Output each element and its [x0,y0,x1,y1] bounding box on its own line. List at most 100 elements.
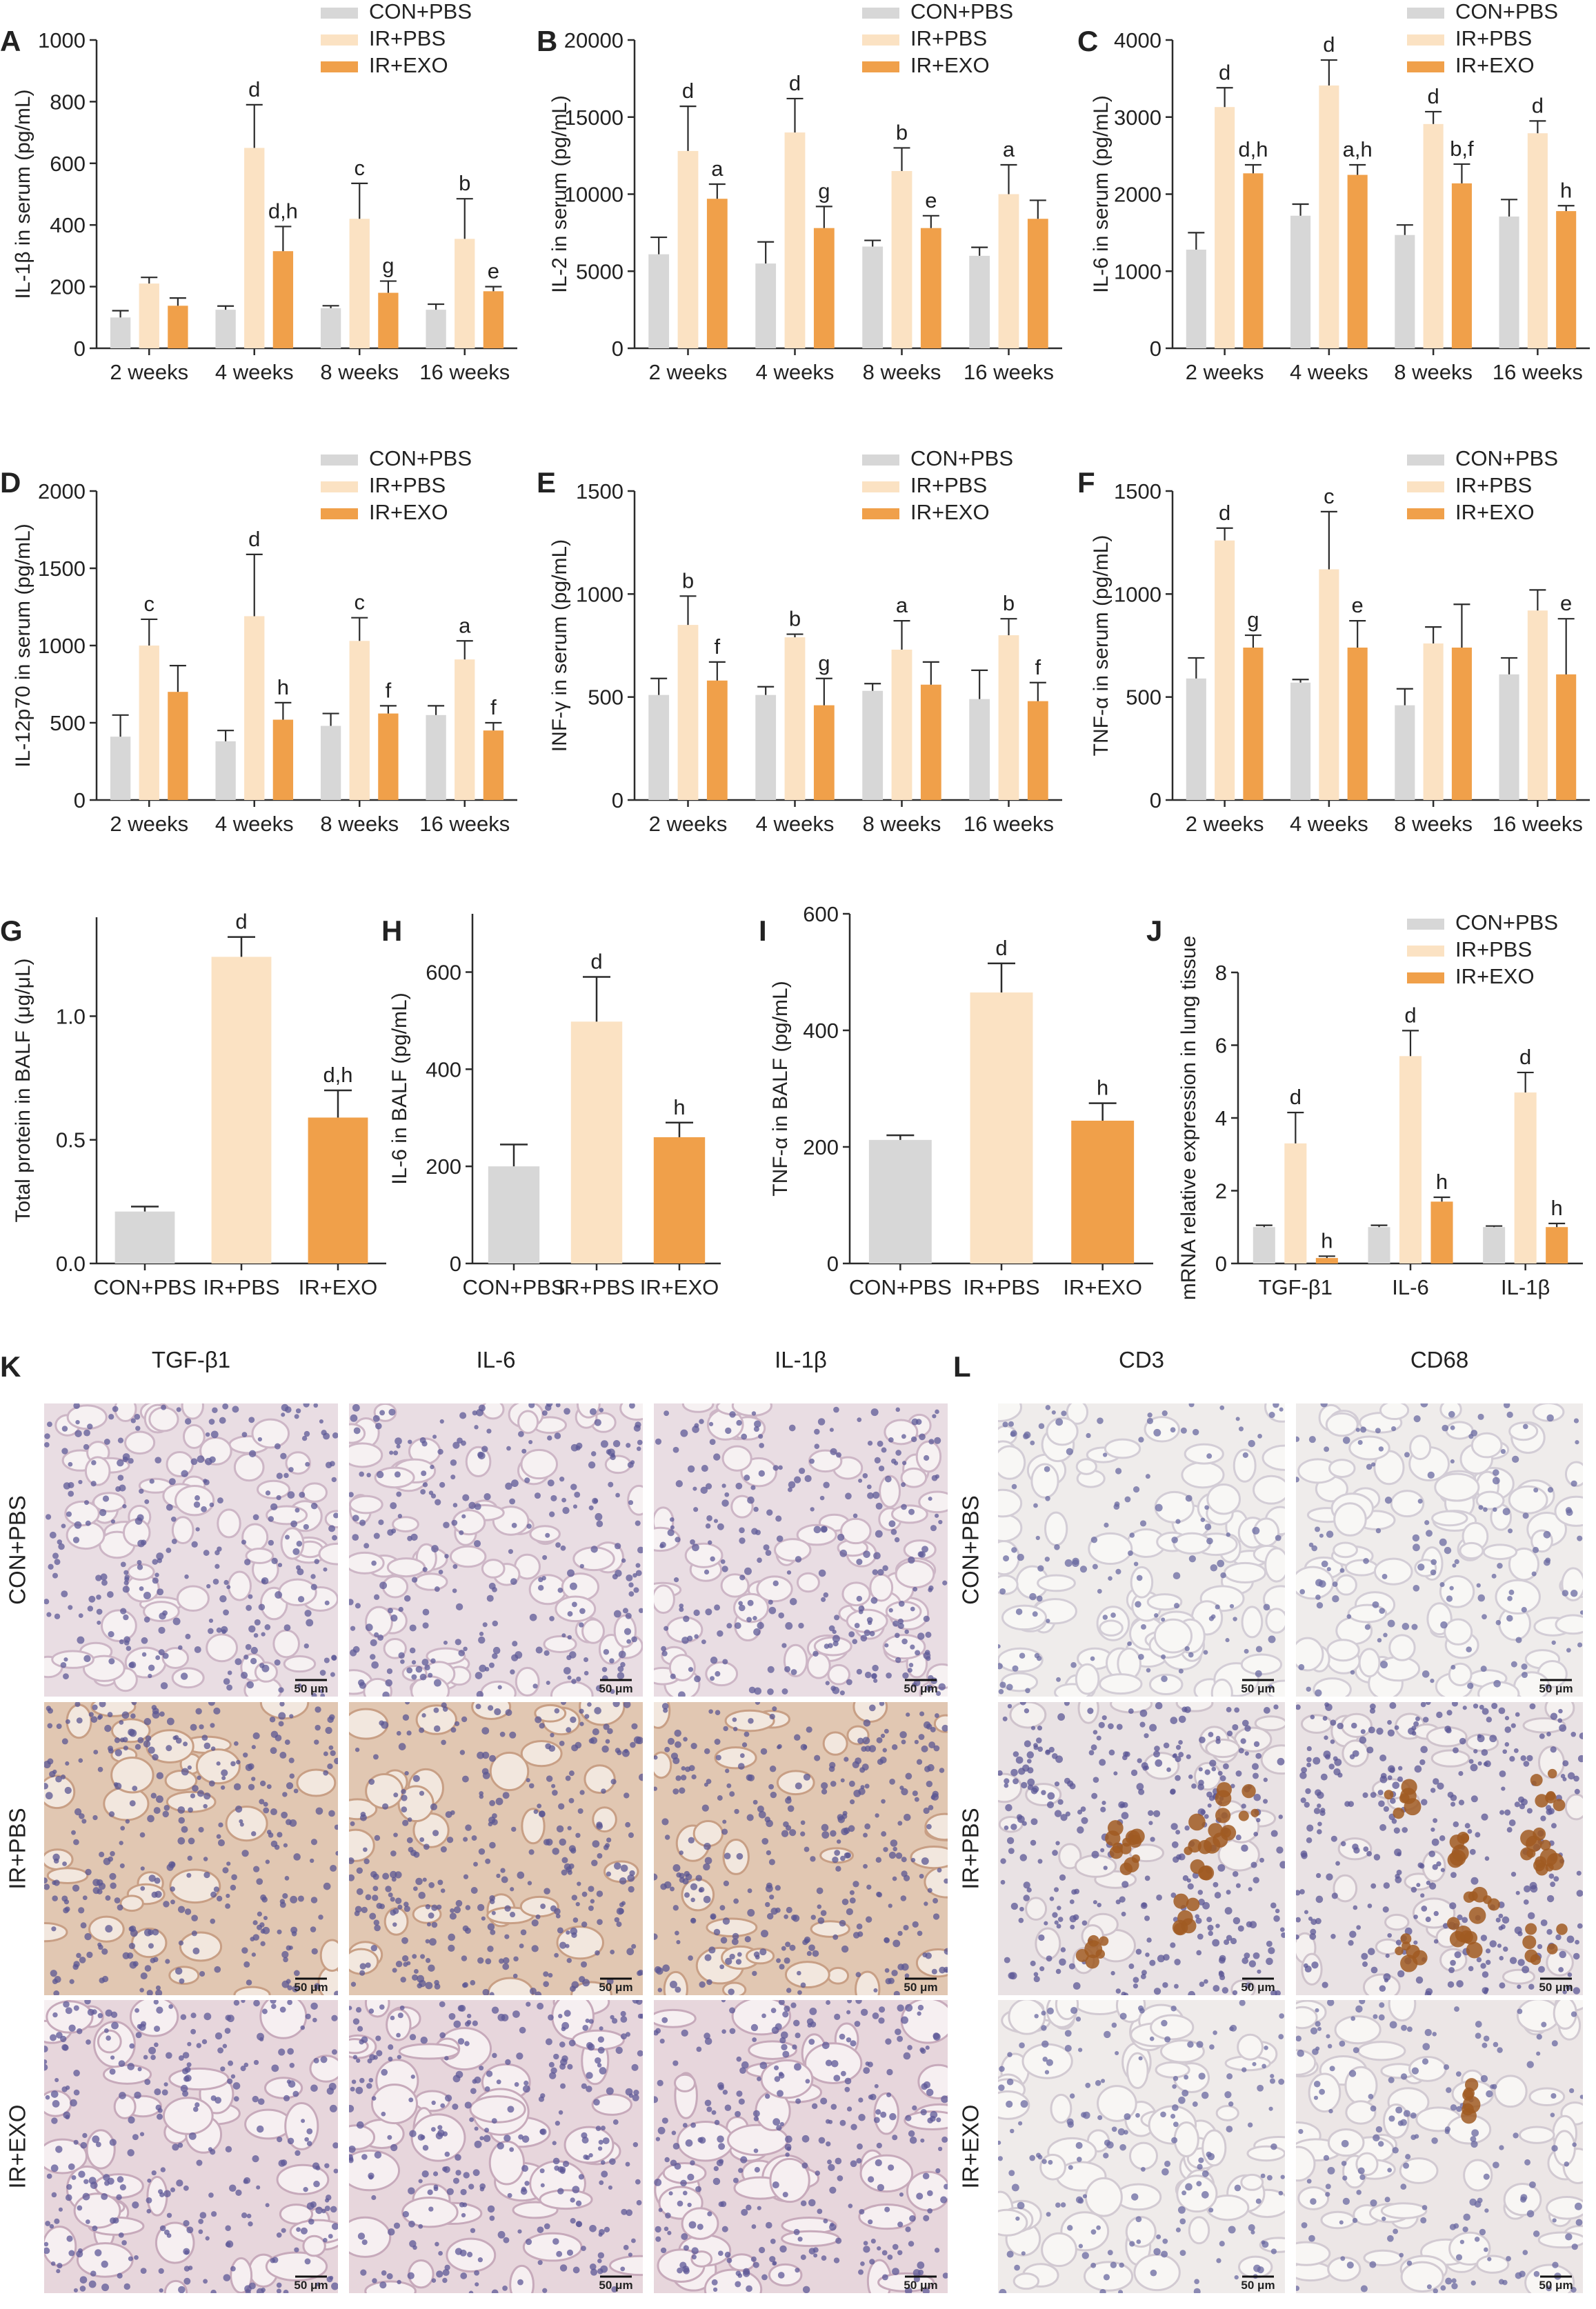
bar [483,730,504,800]
legend-swatch-ir-pbs [862,34,899,46]
micrograph-column-title: IL-1β [775,1347,827,1372]
bar [272,251,294,348]
bar [813,705,835,800]
bar [970,992,1033,1263]
x-tick-label: TGF-β1 [1259,1275,1333,1299]
legend-label: IR+PBS [910,473,987,497]
bar [1347,647,1368,800]
legend-swatch-ir-pbs [321,34,358,46]
scale-bar-label: 50 μm [294,2279,328,2292]
y-tick-label: 1.0 [56,1004,86,1028]
bar [1315,1258,1338,1263]
y-tick-label: 1500 [1114,479,1161,503]
significance-label: g [1247,608,1259,632]
x-tick-label: 2 weeks [649,360,728,384]
y-tick-label: 500 [50,711,86,735]
x-tick-label: CON+PBS [462,1275,565,1299]
bar [1215,107,1235,348]
bar [1215,540,1235,800]
x-tick-label: 2 weeks [1186,812,1264,836]
significance-label: d [1323,32,1335,57]
chart-panel-b: B 0 5000 10000 15000 20000 IL-2 in serum (pg/m… [537,0,1062,384]
significance-label: d [995,936,1007,960]
legend-swatch-con-pbs [1407,919,1444,930]
bar [1284,1143,1307,1263]
micrograph-row-title: CON+PBS [5,1495,30,1605]
significance-label: h [1321,1228,1333,1252]
y-tick-label: 0 [74,337,86,361]
y-tick-label: 20000 [564,28,624,52]
scale-bar-label: 50 μm [599,2279,632,2292]
y-tick-label: 0 [1150,788,1161,812]
x-tick-label: 16 weeks [964,812,1054,836]
y-tick-label: 1000 [1114,259,1161,283]
panel-letter: A [0,25,21,57]
bar [1186,678,1206,800]
legend-label: CON+PBS [910,446,1013,470]
scale-bar-label: 50 μm [599,1682,632,1695]
significance-label: d [682,79,694,103]
legend-swatch-con-pbs [1407,454,1444,466]
legend-swatch-ir-pbs [862,481,899,492]
bar [1556,674,1577,800]
significance-label: d [1290,1085,1301,1109]
legend-label: CON+PBS [1455,446,1558,470]
bar [891,649,912,800]
bar [677,625,699,800]
tissue-image [1296,1403,1583,1697]
micrograph-column-title: IL-6 [477,1347,516,1372]
x-tick-label: 4 weeks [215,360,294,384]
micrograph-row-title: IR+EXO [5,2105,30,2189]
scale-bar-label: 50 μm [1241,1682,1275,1695]
bar [1399,1056,1422,1263]
significance-label: a [459,613,471,637]
x-tick-label: 8 weeks [320,360,399,384]
y-tick-label: 8 [1215,961,1227,985]
bar [1368,1227,1390,1263]
significance-label: d [1219,501,1230,525]
bar [483,291,504,348]
significance-label: f [386,678,392,702]
significance-label: h [1560,178,1572,202]
legend-label: IR+EXO [1455,500,1535,524]
y-tick-label: 400 [426,1057,461,1081]
scale-bar-label: 50 μm [599,1981,632,1994]
y-tick-label: 0.0 [56,1252,86,1276]
bar [1423,643,1444,800]
y-tick-label: 600 [50,152,86,176]
bar [1290,215,1311,348]
bar [320,726,341,800]
y-axis-title: IL-1β in serum (pg/mL) [12,89,34,299]
significance-label: b [682,568,694,592]
y-axis-title: IL-2 in serum (pg/mL) [548,95,571,293]
bar [378,292,399,348]
y-tick-label: 1000 [38,634,86,658]
x-tick-label: 8 weeks [320,812,399,836]
significance-label: d [248,77,260,101]
bar [244,616,265,800]
panel-letter: H [381,914,402,947]
y-tick-label: 0 [74,788,86,812]
bar [455,659,475,800]
legend-label: IR+PBS [1455,26,1532,50]
legend-swatch-ir-exo [1407,508,1444,519]
significance-label: d [590,950,602,974]
significance-label: e [925,188,937,212]
legend-label: CON+PBS [369,446,472,470]
legend-label: IR+EXO [369,53,448,77]
bar [998,635,1019,800]
significance-label: h [1436,1170,1448,1194]
x-tick-label: 8 weeks [863,360,941,384]
bar [1395,234,1415,348]
bar [1451,647,1472,800]
bar [813,228,835,348]
significance-label: a [896,593,908,617]
significance-label: e [488,259,499,283]
panel-letter: E [537,466,556,499]
micrograph-panel-k: K TGF-β1 IL-6 IL-1β CON+PBS 50 μm 50 μm 50 μm IR… [0,1347,948,2293]
bar [320,308,341,348]
bar [969,699,990,800]
panel-letter: B [537,25,557,57]
scale-bar-label: 50 μm [1539,2279,1573,2292]
tissue-image [349,2000,643,2293]
